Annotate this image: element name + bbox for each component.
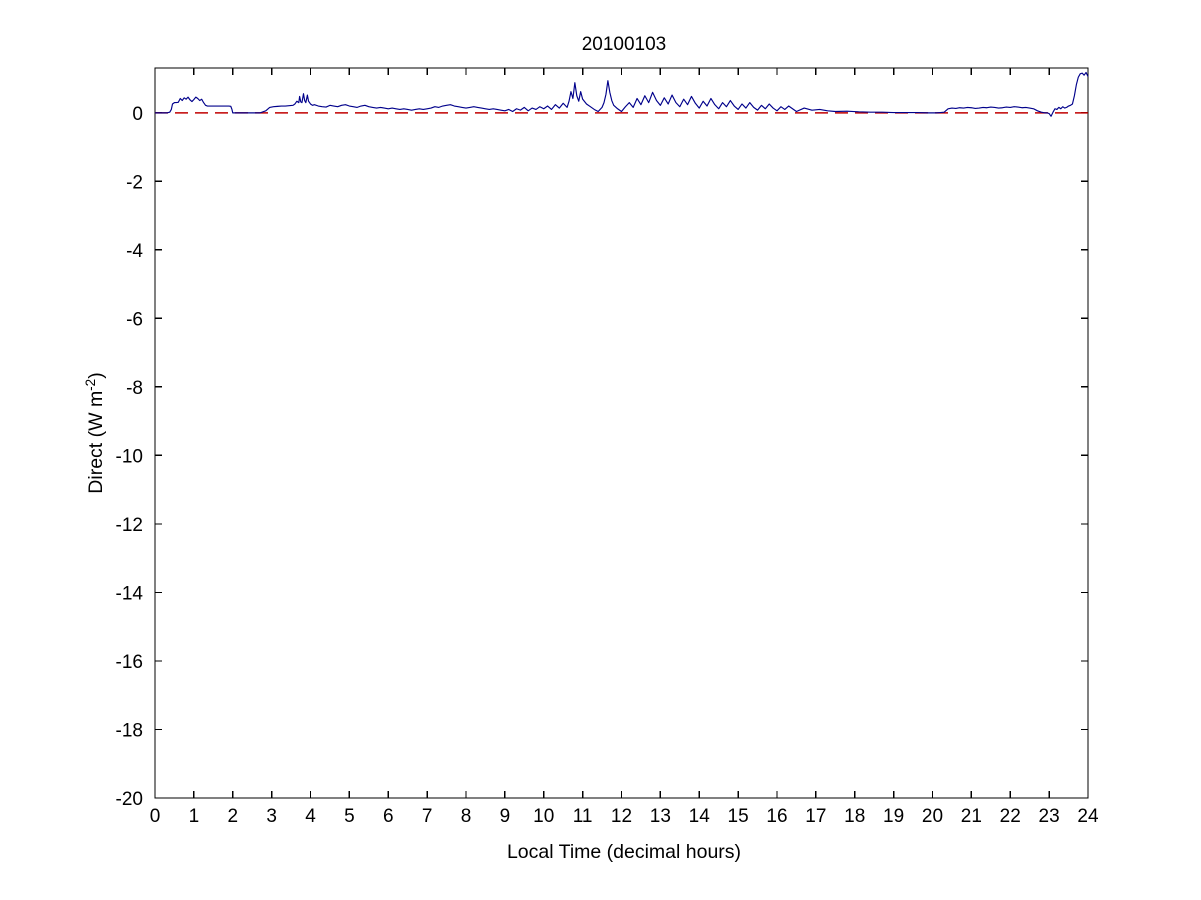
x-tick-label: 3 xyxy=(266,806,277,827)
y-tick-label: -8 xyxy=(126,378,143,399)
y-tick-label: -16 xyxy=(116,652,143,673)
plot-frame xyxy=(154,67,1089,799)
x-tick-label: 21 xyxy=(961,806,982,827)
y-tick-label: -6 xyxy=(126,309,143,330)
y-axis-label-prefix: Direct (W m xyxy=(85,391,107,494)
y-tick-label: -18 xyxy=(116,720,143,741)
x-tick-label: 6 xyxy=(383,806,394,827)
y-tick-label: -12 xyxy=(116,515,143,536)
x-tick-label: 22 xyxy=(1000,806,1021,827)
y-tick-label: -14 xyxy=(116,583,144,604)
x-tick-label: 7 xyxy=(422,806,433,827)
x-tick-label: 20 xyxy=(922,806,943,827)
x-tick-label: 0 xyxy=(150,806,161,827)
x-tick-label: 14 xyxy=(689,806,711,827)
x-tick-label: 19 xyxy=(883,806,904,827)
x-tick-label: 4 xyxy=(305,806,316,827)
y-tick-label: 0 xyxy=(132,104,143,125)
x-tick-label: 8 xyxy=(461,806,472,827)
x-tick-label: 16 xyxy=(766,806,787,827)
y-axis-label: Direct (W m-2) xyxy=(83,372,107,493)
y-tick-label: -2 xyxy=(126,172,143,193)
x-tick-label: 18 xyxy=(844,806,865,827)
svg-text:Direct (W m-2): Direct (W m-2) xyxy=(83,372,107,493)
x-tick-label: 17 xyxy=(805,806,826,827)
x-tick-label: 13 xyxy=(650,806,671,827)
y-tick-label: -10 xyxy=(116,446,143,467)
direct-irradiance-trace xyxy=(155,71,1089,117)
x-tick-label: 5 xyxy=(344,806,355,827)
x-tick-label: 23 xyxy=(1039,806,1060,827)
x-tick-label: 10 xyxy=(533,806,554,827)
x-tick-label: 2 xyxy=(227,806,238,827)
y-axis-tick-labels: 0 -2 -4 -6 -8 -10 -12 -14 -16 -18 -20 xyxy=(116,104,144,810)
y-tick-label: -20 xyxy=(116,789,143,810)
y-axis-label-suffix: ) xyxy=(85,372,107,379)
x-tick-label: 1 xyxy=(189,806,200,827)
x-axis-tick-labels: 0 1 2 3 4 5 6 7 8 9 10 11 12 13 14 15 16 17 18 19 20 21 22 23 24 xyxy=(150,806,1099,827)
x-tick-label: 24 xyxy=(1077,806,1099,827)
y-axis-label-superscript: -2 xyxy=(83,379,98,391)
x-tick-label: 9 xyxy=(500,806,511,827)
x-axis-ticks xyxy=(154,68,1089,798)
y-tick-label: -4 xyxy=(126,241,143,262)
y-axis-ticks xyxy=(155,112,1088,799)
x-axis-label: Local Time (decimal hours) xyxy=(507,841,741,863)
x-tick-label: 12 xyxy=(611,806,632,827)
x-tick-label: 11 xyxy=(573,806,593,827)
x-tick-label: 15 xyxy=(728,806,749,827)
chart-title: 20100103 xyxy=(582,34,667,55)
